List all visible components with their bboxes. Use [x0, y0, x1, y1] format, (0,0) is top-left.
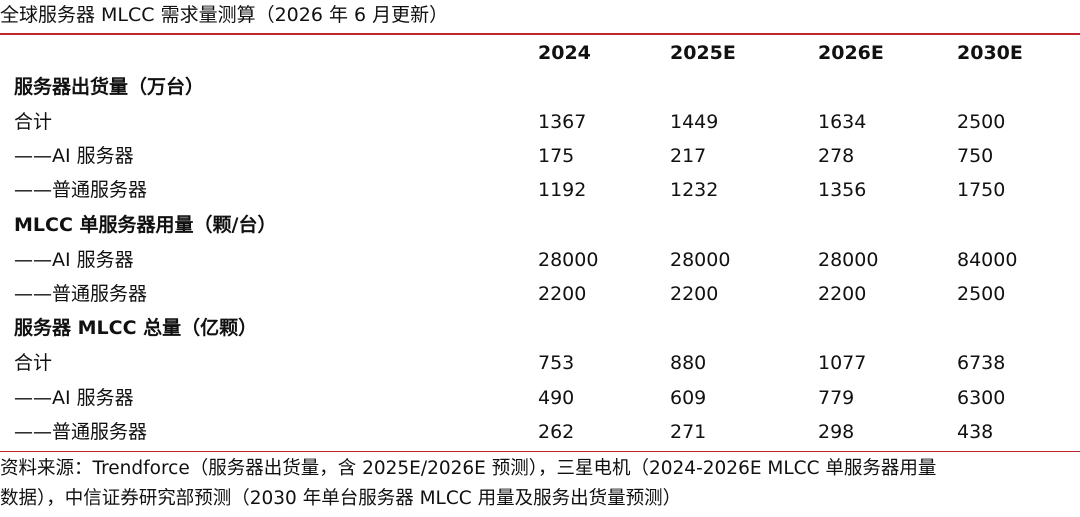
cell-2030e: 438	[957, 421, 994, 443]
cell-2024: 490	[538, 387, 575, 409]
bottom-rule	[0, 451, 1080, 452]
row-label: ——普通服务器	[14, 283, 148, 305]
cell-2026e: 779	[818, 387, 855, 409]
cell-2024: 175	[538, 145, 575, 167]
header-year-2026e: 2026E	[818, 42, 884, 64]
table-title: 全球服务器 MLCC 需求量测算（2026 年 6 月更新）	[0, 4, 449, 26]
cell-2026e: 298	[818, 421, 855, 443]
cell-2025e: 1232	[670, 179, 719, 201]
section-row-shipments: 服务器出货量（万台）	[0, 70, 1080, 104]
row-label: 服务器出货量（万台）	[14, 76, 205, 98]
section-row-mlcc-per-server: MLCC 单服务器用量（颗/台）	[0, 208, 1080, 242]
table-row: 合计 1367 1449 1634 2500	[0, 105, 1080, 139]
cell-2024: 1367	[538, 111, 587, 133]
cell-2030e: 2500	[957, 283, 1006, 305]
cell-2025e: 217	[670, 145, 707, 167]
table-row: ——AI 服务器 490 609 779 6300	[0, 381, 1080, 415]
cell-2026e: 2200	[818, 283, 867, 305]
section-row-mlcc-total: 服务器 MLCC 总量（亿颗）	[0, 311, 1080, 345]
table-row: 合计 753 880 1077 6738	[0, 346, 1080, 380]
header-row: 2024 2025E 2026E 2030E	[0, 36, 1080, 70]
cell-2026e: 278	[818, 145, 855, 167]
header-year-2025e: 2025E	[670, 42, 736, 64]
header-year-2024: 2024	[538, 42, 591, 64]
cell-2025e: 1449	[670, 111, 719, 133]
source-note: 资料来源：Trendforce（服务器出货量，含 2025E/2026E 预测）…	[0, 454, 1080, 514]
row-label: 合计	[14, 111, 53, 133]
cell-2024: 262	[538, 421, 575, 443]
cell-2026e: 1077	[818, 352, 867, 374]
cell-2030e: 6300	[957, 387, 1006, 409]
cell-2024: 28000	[538, 249, 599, 271]
top-rule	[0, 33, 1080, 35]
cell-2024: 2200	[538, 283, 587, 305]
table-row: ——AI 服务器 175 217 278 750	[0, 139, 1080, 173]
cell-2030e: 750	[957, 145, 994, 167]
cell-2025e: 880	[670, 352, 707, 374]
row-label: 合计	[14, 352, 53, 374]
row-label: ——AI 服务器	[14, 249, 134, 271]
row-label: ——普通服务器	[14, 179, 148, 201]
cell-2024: 753	[538, 352, 575, 374]
cell-2024: 1192	[538, 179, 587, 201]
table-row: ——AI 服务器 28000 28000 28000 84000	[0, 243, 1080, 277]
table-row: ——普通服务器 2200 2200 2200 2500	[0, 277, 1080, 311]
table-row: ——普通服务器 262 271 298 438	[0, 415, 1080, 449]
cell-2025e: 271	[670, 421, 707, 443]
row-label: ——普通服务器	[14, 421, 148, 443]
row-label: MLCC 单服务器用量（颗/台）	[14, 214, 277, 236]
cell-2025e: 28000	[670, 249, 731, 271]
cell-2026e: 1634	[818, 111, 867, 133]
cell-2030e: 6738	[957, 352, 1006, 374]
header-year-2030e: 2030E	[957, 42, 1023, 64]
cell-2025e: 2200	[670, 283, 719, 305]
cell-2026e: 1356	[818, 179, 867, 201]
cell-2030e: 2500	[957, 111, 1006, 133]
row-label: 服务器 MLCC 总量（亿颗）	[14, 317, 258, 339]
row-label: ——AI 服务器	[14, 387, 134, 409]
source-line-1: 资料来源：Trendforce（服务器出货量，含 2025E/2026E 预测）…	[0, 458, 937, 479]
cell-2026e: 28000	[818, 249, 879, 271]
table-row: ——普通服务器 1192 1232 1356 1750	[0, 173, 1080, 207]
cell-2030e: 1750	[957, 179, 1006, 201]
cell-2030e: 84000	[957, 249, 1018, 271]
source-line-2: 数据），中信证券研究部预测（2030 年单台服务器 MLCC 用量及服务出货量预…	[0, 488, 682, 509]
cell-2025e: 609	[670, 387, 707, 409]
row-label: ——AI 服务器	[14, 145, 134, 167]
